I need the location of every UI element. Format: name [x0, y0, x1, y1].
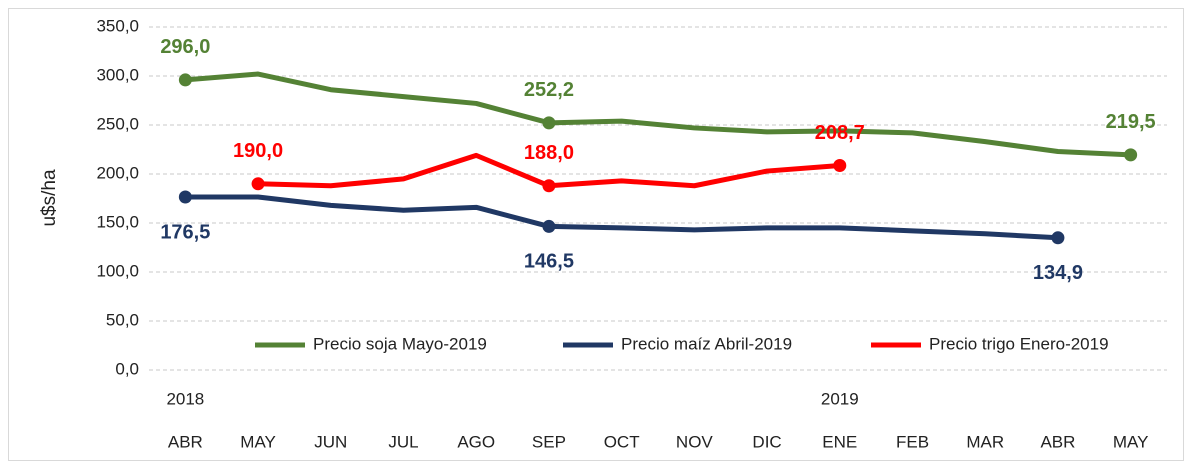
x-tick-label: AGO [457, 432, 495, 451]
data-point [1124, 148, 1138, 162]
data-label: 208,7 [815, 122, 865, 144]
data-point [178, 73, 192, 87]
data-point [542, 179, 556, 193]
data-label: 252,2 [524, 79, 574, 101]
data-point [178, 190, 192, 204]
x-tick-label: JUL [388, 432, 418, 451]
y-tick-label: 0,0 [115, 359, 139, 378]
data-label: 134,9 [1033, 262, 1083, 284]
series-line [185, 194, 1059, 241]
x-tick-label: NOV [676, 432, 714, 451]
legend-label: Precio soja Mayo-2019 [313, 334, 487, 353]
x-tick-label: DIC [752, 432, 781, 451]
data-label: 296,0 [160, 36, 210, 58]
y-tick-label: 50,0 [106, 310, 139, 329]
x-tick-label: OCT [604, 432, 640, 451]
year-label: 2018 [166, 389, 204, 408]
year-label: 2019 [821, 389, 859, 408]
y-tick-label: 100,0 [96, 261, 139, 280]
series-line [185, 71, 1131, 158]
legend-label: Precio maíz Abril-2019 [621, 334, 792, 353]
x-tick-label: ABR [168, 432, 203, 451]
x-tick-label: ABR [1040, 432, 1075, 451]
data-point [542, 219, 556, 233]
data-point [542, 116, 556, 130]
data-point [833, 158, 847, 172]
data-label: 188,0 [524, 142, 574, 164]
x-tick-label: FEB [896, 432, 929, 451]
data-point [251, 177, 265, 191]
legend-label: Precio trigo Enero-2019 [929, 334, 1109, 353]
y-tick-label: 200,0 [96, 163, 139, 182]
x-tick-label: ENE [822, 432, 857, 451]
x-tick-label: MAR [966, 432, 1004, 451]
y-axis-label: u$s/ha [39, 169, 60, 226]
data-label: 190,0 [233, 140, 283, 162]
y-tick-label: 150,0 [96, 212, 139, 231]
y-tick-label: 250,0 [96, 114, 139, 133]
x-tick-label: MAY [240, 432, 276, 451]
data-label: 146,5 [524, 251, 574, 273]
x-tick-label: MAY [1113, 432, 1149, 451]
x-tick-label: JUN [314, 432, 347, 451]
y-tick-label: 300,0 [96, 65, 139, 84]
x-tick-label: SEP [532, 432, 566, 451]
data-label: 176,5 [160, 221, 210, 243]
y-tick-label: 350,0 [96, 16, 139, 35]
data-point [1051, 231, 1065, 245]
data-label: 219,5 [1106, 111, 1156, 133]
